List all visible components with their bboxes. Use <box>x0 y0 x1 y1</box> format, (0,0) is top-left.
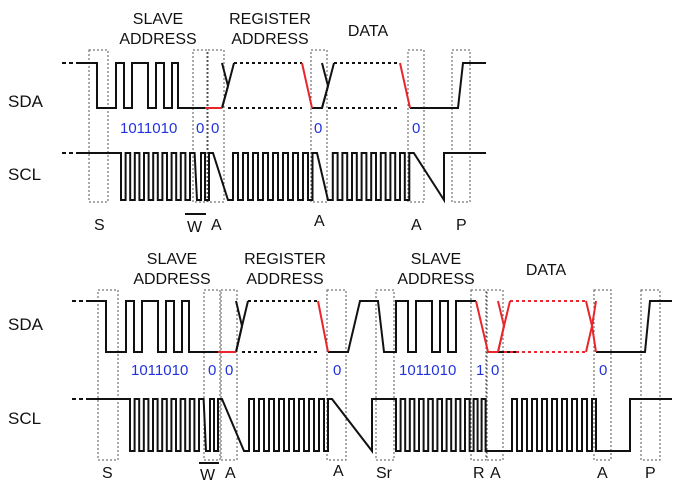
start-box <box>97 289 119 461</box>
ack-bit: 0 <box>333 362 341 379</box>
read-phase-boxes <box>97 289 661 461</box>
sda-label: SDA <box>8 315 44 334</box>
section-label-slave-address: SLAVE <box>133 11 183 28</box>
sda-ack-red <box>585 300 597 353</box>
ack-box <box>207 49 225 203</box>
marker-stop: P <box>645 465 656 482</box>
rw-bit: 1 <box>476 362 484 379</box>
ack-box <box>326 289 347 461</box>
section-label-register-address: REGISTER <box>244 251 326 268</box>
read-bits: 1011010 0 0 0 1011010 1 0 0 <box>131 362 607 379</box>
marker-start: S <box>102 465 113 482</box>
ack-bit: 0 <box>412 120 420 137</box>
section-label-register-address: ADDRESS <box>231 31 308 48</box>
section-label-slave-address: SLAVE <box>147 251 197 268</box>
marker-write: W <box>200 467 216 483</box>
sda-line <box>221 62 235 109</box>
section-label-data: DATA <box>526 262 567 279</box>
sda-line <box>410 62 486 109</box>
scl-waveform <box>72 398 672 454</box>
address-bits: 1011010 <box>399 362 456 379</box>
sda-highlight <box>205 62 411 109</box>
scl-label: SCL <box>8 409 41 428</box>
marker-ack: A <box>211 217 222 234</box>
ack-bit: 0 <box>491 362 499 379</box>
marker-ack: A <box>314 213 325 230</box>
sda-highlight <box>218 300 597 353</box>
ack-box <box>593 289 612 461</box>
scl-line <box>78 152 486 204</box>
read-diagram: SLAVE ADDRESS REGISTER ADDRESS SLAVE ADD… <box>8 251 672 483</box>
ack-bit: 0 <box>225 362 233 379</box>
sda-waveform <box>62 62 486 109</box>
ack-bit: 0 <box>599 362 607 379</box>
marker-restart: Sr <box>376 465 393 482</box>
stop-box <box>640 289 661 461</box>
marker-ack: A <box>597 465 608 482</box>
rw-bit: 0 <box>196 120 204 137</box>
marker-ack: A <box>333 463 344 480</box>
write-markers: S W A A A P <box>94 213 467 236</box>
scl-label: SCL <box>8 165 41 184</box>
read-markers: S W A A Sr R A A P <box>102 463 656 483</box>
ack-bit: 0 <box>314 120 322 137</box>
section-label-slave-address: ADDRESS <box>119 31 196 48</box>
restart-box <box>375 289 395 461</box>
marker-start: S <box>94 217 105 234</box>
sda-ack-red <box>475 300 498 353</box>
sda-ack-red <box>399 62 411 109</box>
rw-box <box>192 49 208 203</box>
marker-ack: A <box>411 217 422 234</box>
marker-stop: P <box>456 217 467 234</box>
marker-read: R <box>473 465 485 482</box>
sda-waveform <box>72 300 672 353</box>
sda-ack-red <box>497 300 506 353</box>
rw-bit: 0 <box>208 362 216 379</box>
write-bits: 1011010 0 0 0 0 <box>120 120 420 137</box>
section-label-slave-address: ADDRESS <box>397 271 474 288</box>
address-bits: 1011010 <box>120 120 177 137</box>
ack-box <box>407 49 425 203</box>
marker-ack: A <box>225 465 236 482</box>
stop-box <box>451 49 471 203</box>
ack-box <box>486 289 504 461</box>
scl-waveform <box>62 152 486 204</box>
section-label-slave-address: ADDRESS <box>133 271 210 288</box>
sda-ack-red <box>317 300 329 353</box>
sda-line <box>321 62 335 109</box>
scl-line <box>88 398 672 454</box>
sda-line <box>312 62 330 109</box>
ack-box <box>220 289 238 461</box>
sda-line <box>235 300 249 353</box>
section-label-register-address: REGISTER <box>229 11 311 28</box>
sda-label: SDA <box>8 92 44 111</box>
sda-ack-red <box>301 62 313 109</box>
ack-bit: 0 <box>211 120 219 137</box>
start-box <box>88 49 109 203</box>
marker-ack: A <box>490 465 501 482</box>
write-phase-boxes <box>88 49 471 203</box>
sda-line <box>78 62 205 109</box>
ack-box <box>310 49 328 203</box>
address-bits: 1011010 <box>131 362 188 379</box>
marker-write: W <box>187 219 203 236</box>
write-diagram: SLAVE ADDRESS REGISTER ADDRESS DATA SDA … <box>8 11 486 236</box>
rw-box <box>470 289 487 461</box>
section-label-data: DATA <box>348 23 389 40</box>
section-label-slave-address: SLAVE <box>411 251 461 268</box>
sda-line <box>328 300 476 353</box>
sda-line <box>596 300 672 353</box>
rw-box <box>203 289 221 461</box>
section-label-register-address: ADDRESS <box>246 271 323 288</box>
sda-line <box>88 300 218 353</box>
